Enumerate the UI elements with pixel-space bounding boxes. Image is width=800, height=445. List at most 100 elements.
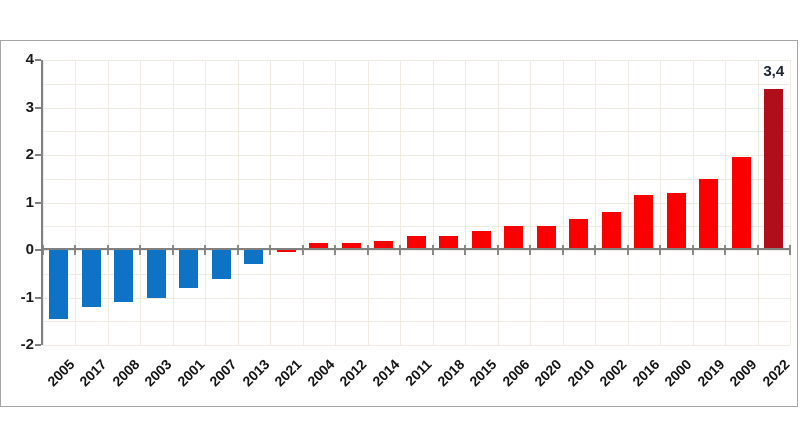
h-gridline <box>42 107 790 109</box>
h-gridline <box>42 297 790 299</box>
x-axis-tick <box>691 245 694 255</box>
bar-2003 <box>146 250 166 298</box>
v-gridline <box>465 60 466 345</box>
x-axis-tick <box>626 245 629 255</box>
v-gridline <box>302 60 304 345</box>
y-tick-label: 2 <box>25 146 34 163</box>
v-gridline <box>400 60 401 345</box>
y-axis-line <box>41 60 43 345</box>
y-axis-tick <box>35 106 41 109</box>
v-gridline <box>627 60 629 345</box>
h-gridline <box>42 131 790 133</box>
bar-2014 <box>374 240 394 250</box>
h-gridline <box>42 345 790 346</box>
h-gridline <box>42 321 790 323</box>
h-gridline <box>42 202 790 204</box>
bar-2008 <box>114 250 134 303</box>
bar-2018 <box>439 235 459 250</box>
bar-2005 <box>49 250 69 319</box>
x-axis-tick <box>756 245 759 255</box>
h-gridline <box>42 155 790 156</box>
bar-2021 <box>276 250 296 253</box>
y-tick-label: 1 <box>25 193 34 211</box>
x-axis-tick <box>431 245 434 255</box>
v-gridline <box>335 60 336 345</box>
x-axis-tick <box>529 245 531 255</box>
v-gridline <box>757 60 759 345</box>
y-axis-tick <box>35 154 41 156</box>
bar-2007 <box>211 250 231 279</box>
v-gridline <box>140 60 141 345</box>
x-axis-line <box>42 248 790 250</box>
y-axis-tick <box>35 296 41 299</box>
x-axis-tick <box>366 245 369 255</box>
v-gridline <box>725 60 726 345</box>
h-gridline <box>42 250 790 251</box>
x-axis-tick <box>269 245 271 255</box>
v-gridline <box>530 60 531 345</box>
v-gridline <box>660 60 661 345</box>
x-axis-tick <box>301 245 304 255</box>
x-axis-tick <box>334 245 336 255</box>
bar-2017 <box>81 250 101 307</box>
y-tick-label: 0 <box>25 241 34 258</box>
bar-2016 <box>634 195 654 250</box>
h-gridline <box>42 60 790 61</box>
bar-2020 <box>536 226 556 250</box>
v-gridline <box>367 60 369 345</box>
y-tick-label: 3 <box>25 98 34 116</box>
bar-2012 <box>341 242 361 250</box>
x-axis-tick <box>139 245 141 255</box>
v-gridline <box>75 60 76 345</box>
h-gridline <box>42 178 790 180</box>
bar-2001 <box>179 250 199 288</box>
v-gridline <box>692 60 694 345</box>
v-gridline <box>205 60 206 345</box>
bar-2022 <box>764 88 784 250</box>
x-axis-tick <box>724 245 726 255</box>
x-axis-tick <box>74 245 76 255</box>
bar-2019 <box>699 178 719 250</box>
v-gridline <box>270 60 271 345</box>
x-axis-tick <box>464 245 466 255</box>
x-axis-tick <box>789 245 791 255</box>
x-axis-tick <box>496 245 499 255</box>
y-tick-label: -1 <box>20 288 34 306</box>
bar-2011 <box>406 235 426 250</box>
h-gridline <box>42 273 790 275</box>
bar-2013 <box>244 250 264 265</box>
v-gridline <box>595 60 596 345</box>
v-gridline <box>172 60 174 345</box>
y-axis-tick <box>35 59 41 61</box>
v-gridline <box>497 60 499 345</box>
bar-2015 <box>471 231 491 250</box>
v-gridline <box>107 60 109 345</box>
v-gridline <box>432 60 434 345</box>
x-axis-tick <box>399 245 401 255</box>
x-axis-tick <box>594 245 596 255</box>
x-axis-tick <box>561 245 564 255</box>
v-gridline <box>42 60 44 345</box>
v-gridline <box>237 60 239 345</box>
x-axis-tick <box>236 245 239 255</box>
v-gridline <box>790 60 791 345</box>
y-tick-label: 4 <box>25 51 34 68</box>
bar-2000 <box>666 193 686 250</box>
x-axis-tick <box>171 245 174 255</box>
h-gridline <box>42 226 790 228</box>
y-tick-label: -2 <box>20 336 34 353</box>
h-gridline <box>42 83 790 85</box>
x-axis-tick <box>204 245 206 255</box>
x-axis-tick <box>106 245 109 255</box>
bar-2002 <box>601 212 621 250</box>
y-axis-tick <box>35 201 41 204</box>
y-axis-tick <box>35 344 41 346</box>
bar-2004 <box>309 242 329 250</box>
bar-2009 <box>731 157 751 250</box>
y-axis-tick <box>35 249 41 251</box>
x-axis-tick <box>659 245 661 255</box>
bar-2006 <box>504 226 524 250</box>
v-gridline <box>562 60 564 345</box>
bar-2010 <box>569 219 589 250</box>
